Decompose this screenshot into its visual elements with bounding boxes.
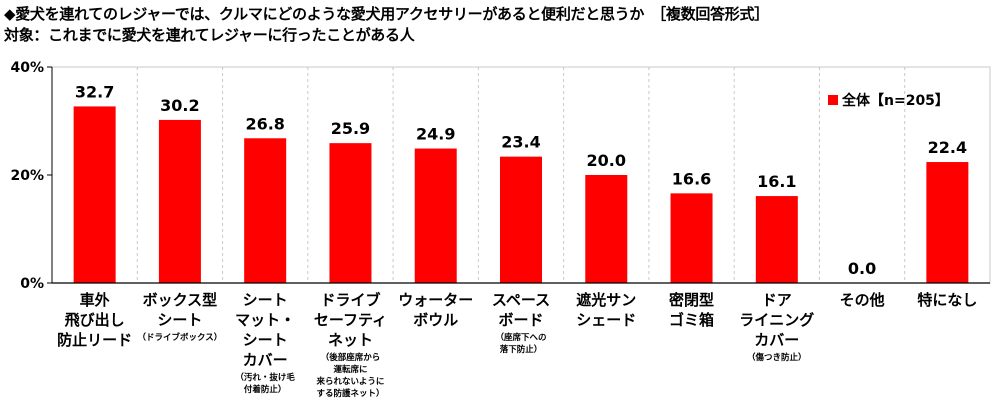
- category-label: 飛び出し: [64, 311, 125, 329]
- data-label: 23.4: [501, 133, 540, 152]
- category-label: ライニング: [739, 311, 814, 329]
- chart-title: ◆愛犬を連れてのレジャーでは、クルマにどのような愛犬用アクセサリーがあると便利だ…: [4, 5, 769, 23]
- category-label: シート: [157, 311, 202, 329]
- category-note: 落下防止）: [500, 344, 543, 355]
- bar: [926, 162, 969, 283]
- data-label: 20.0: [587, 151, 626, 170]
- data-label: 25.9: [331, 119, 370, 138]
- legend-swatch: [828, 95, 838, 105]
- category-label: 防止リード: [57, 331, 132, 349]
- category-label: マット・: [235, 311, 295, 329]
- category-note: 来られないように: [316, 376, 385, 387]
- data-label: 16.1: [757, 172, 796, 191]
- category-label: 車外: [80, 291, 110, 309]
- data-label: 30.2: [160, 96, 199, 115]
- category-label: カバー: [243, 351, 288, 369]
- legend-label: 全体【n=205】: [841, 92, 949, 109]
- category-label: ネット: [328, 331, 373, 349]
- category-note: （後部座席から: [321, 352, 381, 363]
- category-note: （汚れ・抜け毛: [235, 372, 295, 383]
- category-note: する防護ネット）: [316, 388, 384, 399]
- category-note: 付着防止）: [244, 384, 287, 395]
- category-label: ボウル: [413, 311, 458, 329]
- category-label: シート: [243, 331, 288, 349]
- category-label: ボード: [498, 311, 543, 329]
- y-tick-label: 40%: [10, 60, 44, 76]
- category-label: 特になし: [917, 291, 977, 309]
- category-note: 運転席に: [333, 364, 367, 375]
- category-note: （ドライブボックス）: [138, 332, 223, 343]
- bar: [414, 148, 457, 283]
- category-label: シート: [243, 291, 288, 309]
- data-label: 32.7: [75, 82, 114, 101]
- category-note: （座席下への: [495, 332, 546, 343]
- data-label: 26.8: [245, 114, 284, 133]
- y-tick-label: 0%: [20, 276, 44, 292]
- bar: [755, 196, 798, 283]
- y-tick-label: 20%: [10, 168, 44, 184]
- category-label: スペース: [492, 291, 550, 309]
- bar: [158, 119, 201, 283]
- bar: [500, 156, 542, 283]
- category-label: ゴミ箱: [669, 311, 714, 329]
- category-label: ボックス型: [143, 291, 218, 309]
- category-label: ドア: [762, 291, 792, 309]
- category-label: その他: [840, 291, 885, 309]
- category-label: ドライブ: [320, 291, 380, 309]
- bar: [670, 193, 713, 283]
- data-label: 16.6: [672, 169, 711, 188]
- bar: [244, 138, 287, 283]
- category-label: 遮光サン: [576, 291, 636, 309]
- bar: [73, 106, 116, 283]
- data-label: 24.9: [416, 125, 455, 144]
- data-label: 22.4: [928, 138, 967, 157]
- category-label: ウォーター: [398, 291, 473, 309]
- category-label: シェード: [576, 311, 636, 329]
- category-label: 密閉型: [669, 291, 714, 309]
- data-label: 0.0: [848, 259, 876, 278]
- chart-subtitle: 対象：これまでに愛犬を連れてレジャーに行ったことがある人: [4, 26, 415, 44]
- category-note: （傷つき防止）: [747, 352, 807, 363]
- category-label: セーフティ: [314, 311, 387, 329]
- bar: [585, 175, 628, 283]
- bar: [329, 143, 372, 283]
- category-label: カバー: [754, 331, 799, 349]
